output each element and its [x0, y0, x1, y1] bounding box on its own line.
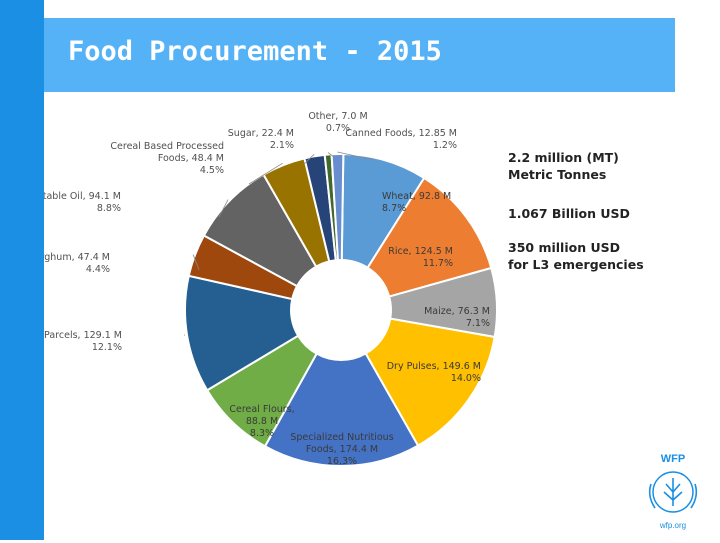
label-line: Maize, 76.3 M [424, 306, 490, 317]
label-line: Other, 7.0 M [308, 111, 367, 122]
label-line: Cereal Based Processed [110, 141, 224, 152]
label-sorghum: Sorghum, 47.4 M4.4% [44, 252, 110, 275]
label-line: 11.7% [423, 258, 453, 269]
label-line: 12.1% [92, 342, 122, 353]
label-line: 8.8% [97, 203, 121, 214]
left-accent-bar [0, 0, 44, 540]
label-line: Canned Foods, 12.85 M [345, 128, 457, 139]
wfp-logo: WFP wfp.org [633, 448, 713, 538]
label-line: 88.8 M [246, 416, 278, 427]
label-line: 1.2% [433, 140, 457, 151]
stat-line: 1.067 Billion USD [508, 206, 630, 221]
label-line: Rice, 124.5 M [388, 246, 453, 257]
stat-line: 350 million USD [508, 240, 620, 255]
label-family-parcels: Family Parcels, 129.1 M12.1% [44, 330, 122, 353]
label-line: 2.1% [270, 140, 294, 151]
label-line: Family Parcels, 129.1 M [44, 330, 122, 341]
stat-block: 350 million USD for L3 emergencies [508, 240, 644, 272]
stat-block: 2.2 million (MT) Metric Tonnes [508, 150, 619, 182]
label-line: 8.7% [382, 203, 406, 214]
label-line: Specialized Nutritious [290, 432, 393, 443]
label-line: 16.3% [327, 456, 357, 467]
label-line: Sorghum, 47.4 M [44, 252, 110, 263]
label-line: 4.5% [200, 165, 224, 176]
summary-stats: 2.2 million (MT) Metric Tonnes 1.067 Billi… [508, 150, 644, 272]
stat-line: 2.2 million (MT) [508, 150, 619, 165]
label-line: Foods, 48.4 M [158, 153, 224, 164]
label-line: 14.0% [451, 373, 481, 384]
wfp-logo-text: WFP [661, 453, 685, 465]
label-line: 8.3% [250, 428, 274, 439]
stat-block: 1.067 Billion USD [508, 206, 630, 221]
label-line: 4.4% [86, 264, 110, 275]
label-line: Wheat, 92.8 M [382, 191, 451, 202]
label-line: Cereal Flours, [229, 404, 294, 415]
stat-line: for L3 emergencies [508, 257, 644, 272]
label-line: Foods, 174.4 M [306, 444, 378, 455]
label-line: 7.1% [466, 318, 490, 329]
slide-title: Food Procurement - 2015 [68, 36, 442, 67]
wfp-emblem-icon: WFP wfp.org [633, 448, 713, 538]
wfp-url-text: wfp.org [659, 521, 686, 530]
label-vegetable-oil: Vegetable Oil, 94.1 M8.8% [44, 191, 121, 214]
label-line: Sugar, 22.4 M [228, 128, 294, 139]
stat-line: Metric Tonnes [508, 167, 606, 182]
label-line: Vegetable Oil, 94.1 M [44, 191, 121, 202]
label-line: Dry Pulses, 149.6 M [387, 361, 481, 372]
